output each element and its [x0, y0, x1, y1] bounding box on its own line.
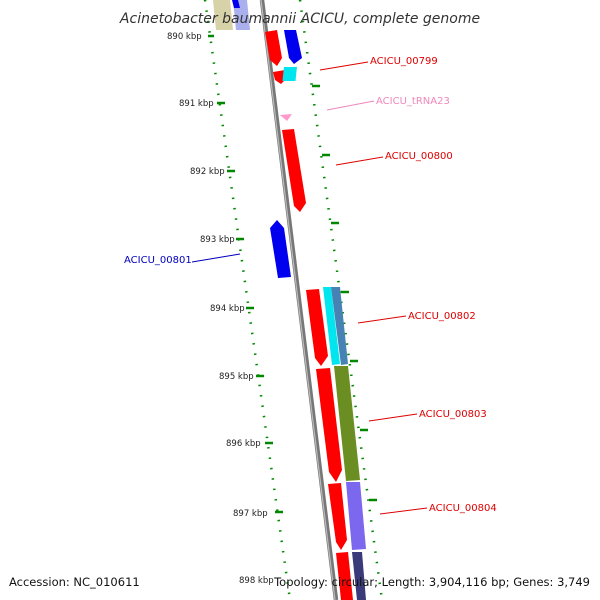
- feature-trna23: [280, 114, 292, 121]
- major-ticks: [208, 34, 377, 514]
- feature-cds-00802: [306, 289, 328, 366]
- map-title: Acinetobacter baumannii ACICU, complete …: [119, 11, 480, 27]
- gene-labels: ACICU_00799 ACICU_tRNA23 ACICU_00800 ACI…: [124, 56, 497, 514]
- gene-label-00803[interactable]: ACICU_00803: [419, 409, 487, 420]
- feature-cds-00800: [282, 129, 306, 212]
- feature-cds-blue-1: [284, 30, 302, 64]
- tick-label: 891 kbp: [179, 99, 214, 109]
- features: [265, 30, 366, 600]
- feature-navy-bottom: [352, 552, 366, 600]
- gene-label-00799[interactable]: ACICU_00799: [370, 56, 438, 67]
- accession-text: Accession: NC_010611: [9, 575, 140, 589]
- tick-label: 894 kbp: [210, 304, 245, 314]
- gene-label-00801[interactable]: ACICU_00801: [124, 255, 192, 266]
- gene-label-00804[interactable]: ACICU_00804: [429, 503, 497, 514]
- tick-label: 897 kbp: [233, 509, 268, 519]
- leader-00799: [319, 61, 369, 71]
- tick-label: 895 kbp: [219, 372, 254, 382]
- feature-olive-1: [334, 366, 360, 481]
- feature-steel-1: [331, 287, 348, 365]
- feature-khaki: [213, 0, 233, 30]
- leader-00804: [379, 507, 428, 515]
- tick-labels: 890 kbp 891 kbp 892 kbp 893 kbp 894 kbp …: [167, 32, 274, 586]
- ruler-track-left: [203, 0, 292, 600]
- gene-label-trna23[interactable]: ACICU_tRNA23: [376, 96, 450, 107]
- leader-00801: [191, 253, 241, 263]
- leader-00800: [335, 156, 384, 166]
- feature-cyan-2: [323, 287, 340, 365]
- feature-cds-00804: [328, 483, 347, 550]
- top-partial-features: [213, 0, 250, 30]
- leader-lines: [191, 61, 428, 515]
- tick-label: 896 kbp: [226, 439, 261, 449]
- feature-purple-1: [346, 482, 366, 550]
- gene-label-00802[interactable]: ACICU_00802: [408, 311, 476, 322]
- tick-label: 892 kbp: [190, 167, 225, 177]
- ruler-track-right: [298, 0, 384, 600]
- feature-blue-edge: [232, 0, 240, 8]
- feature-cds-00803: [316, 368, 342, 482]
- feature-cds-00801: [270, 220, 291, 278]
- tick-label: 893 kbp: [200, 235, 235, 245]
- feature-cyan-1: [282, 67, 297, 81]
- leader-00803: [368, 413, 418, 422]
- leader-00802: [357, 315, 407, 324]
- backbone: [259, 0, 339, 600]
- genome-summary-text: Topology: circular; Length: 3,904,116 bp…: [273, 575, 590, 589]
- feature-cds-red-bottom: [336, 552, 353, 600]
- feature-cds-red-1: [265, 30, 282, 66]
- leader-trna23: [326, 100, 375, 111]
- gene-label-00800[interactable]: ACICU_00800: [385, 151, 453, 162]
- tick-label: 890 kbp: [167, 32, 202, 42]
- tick-label: 898 kbp: [239, 576, 274, 586]
